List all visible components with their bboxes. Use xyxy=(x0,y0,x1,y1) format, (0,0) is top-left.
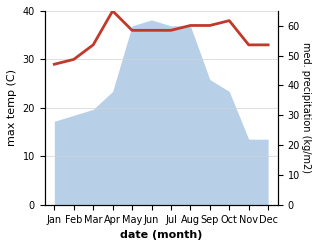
X-axis label: date (month): date (month) xyxy=(120,230,203,240)
Y-axis label: max temp (C): max temp (C) xyxy=(7,69,17,146)
Y-axis label: med. precipitation (kg/m2): med. precipitation (kg/m2) xyxy=(301,42,311,173)
